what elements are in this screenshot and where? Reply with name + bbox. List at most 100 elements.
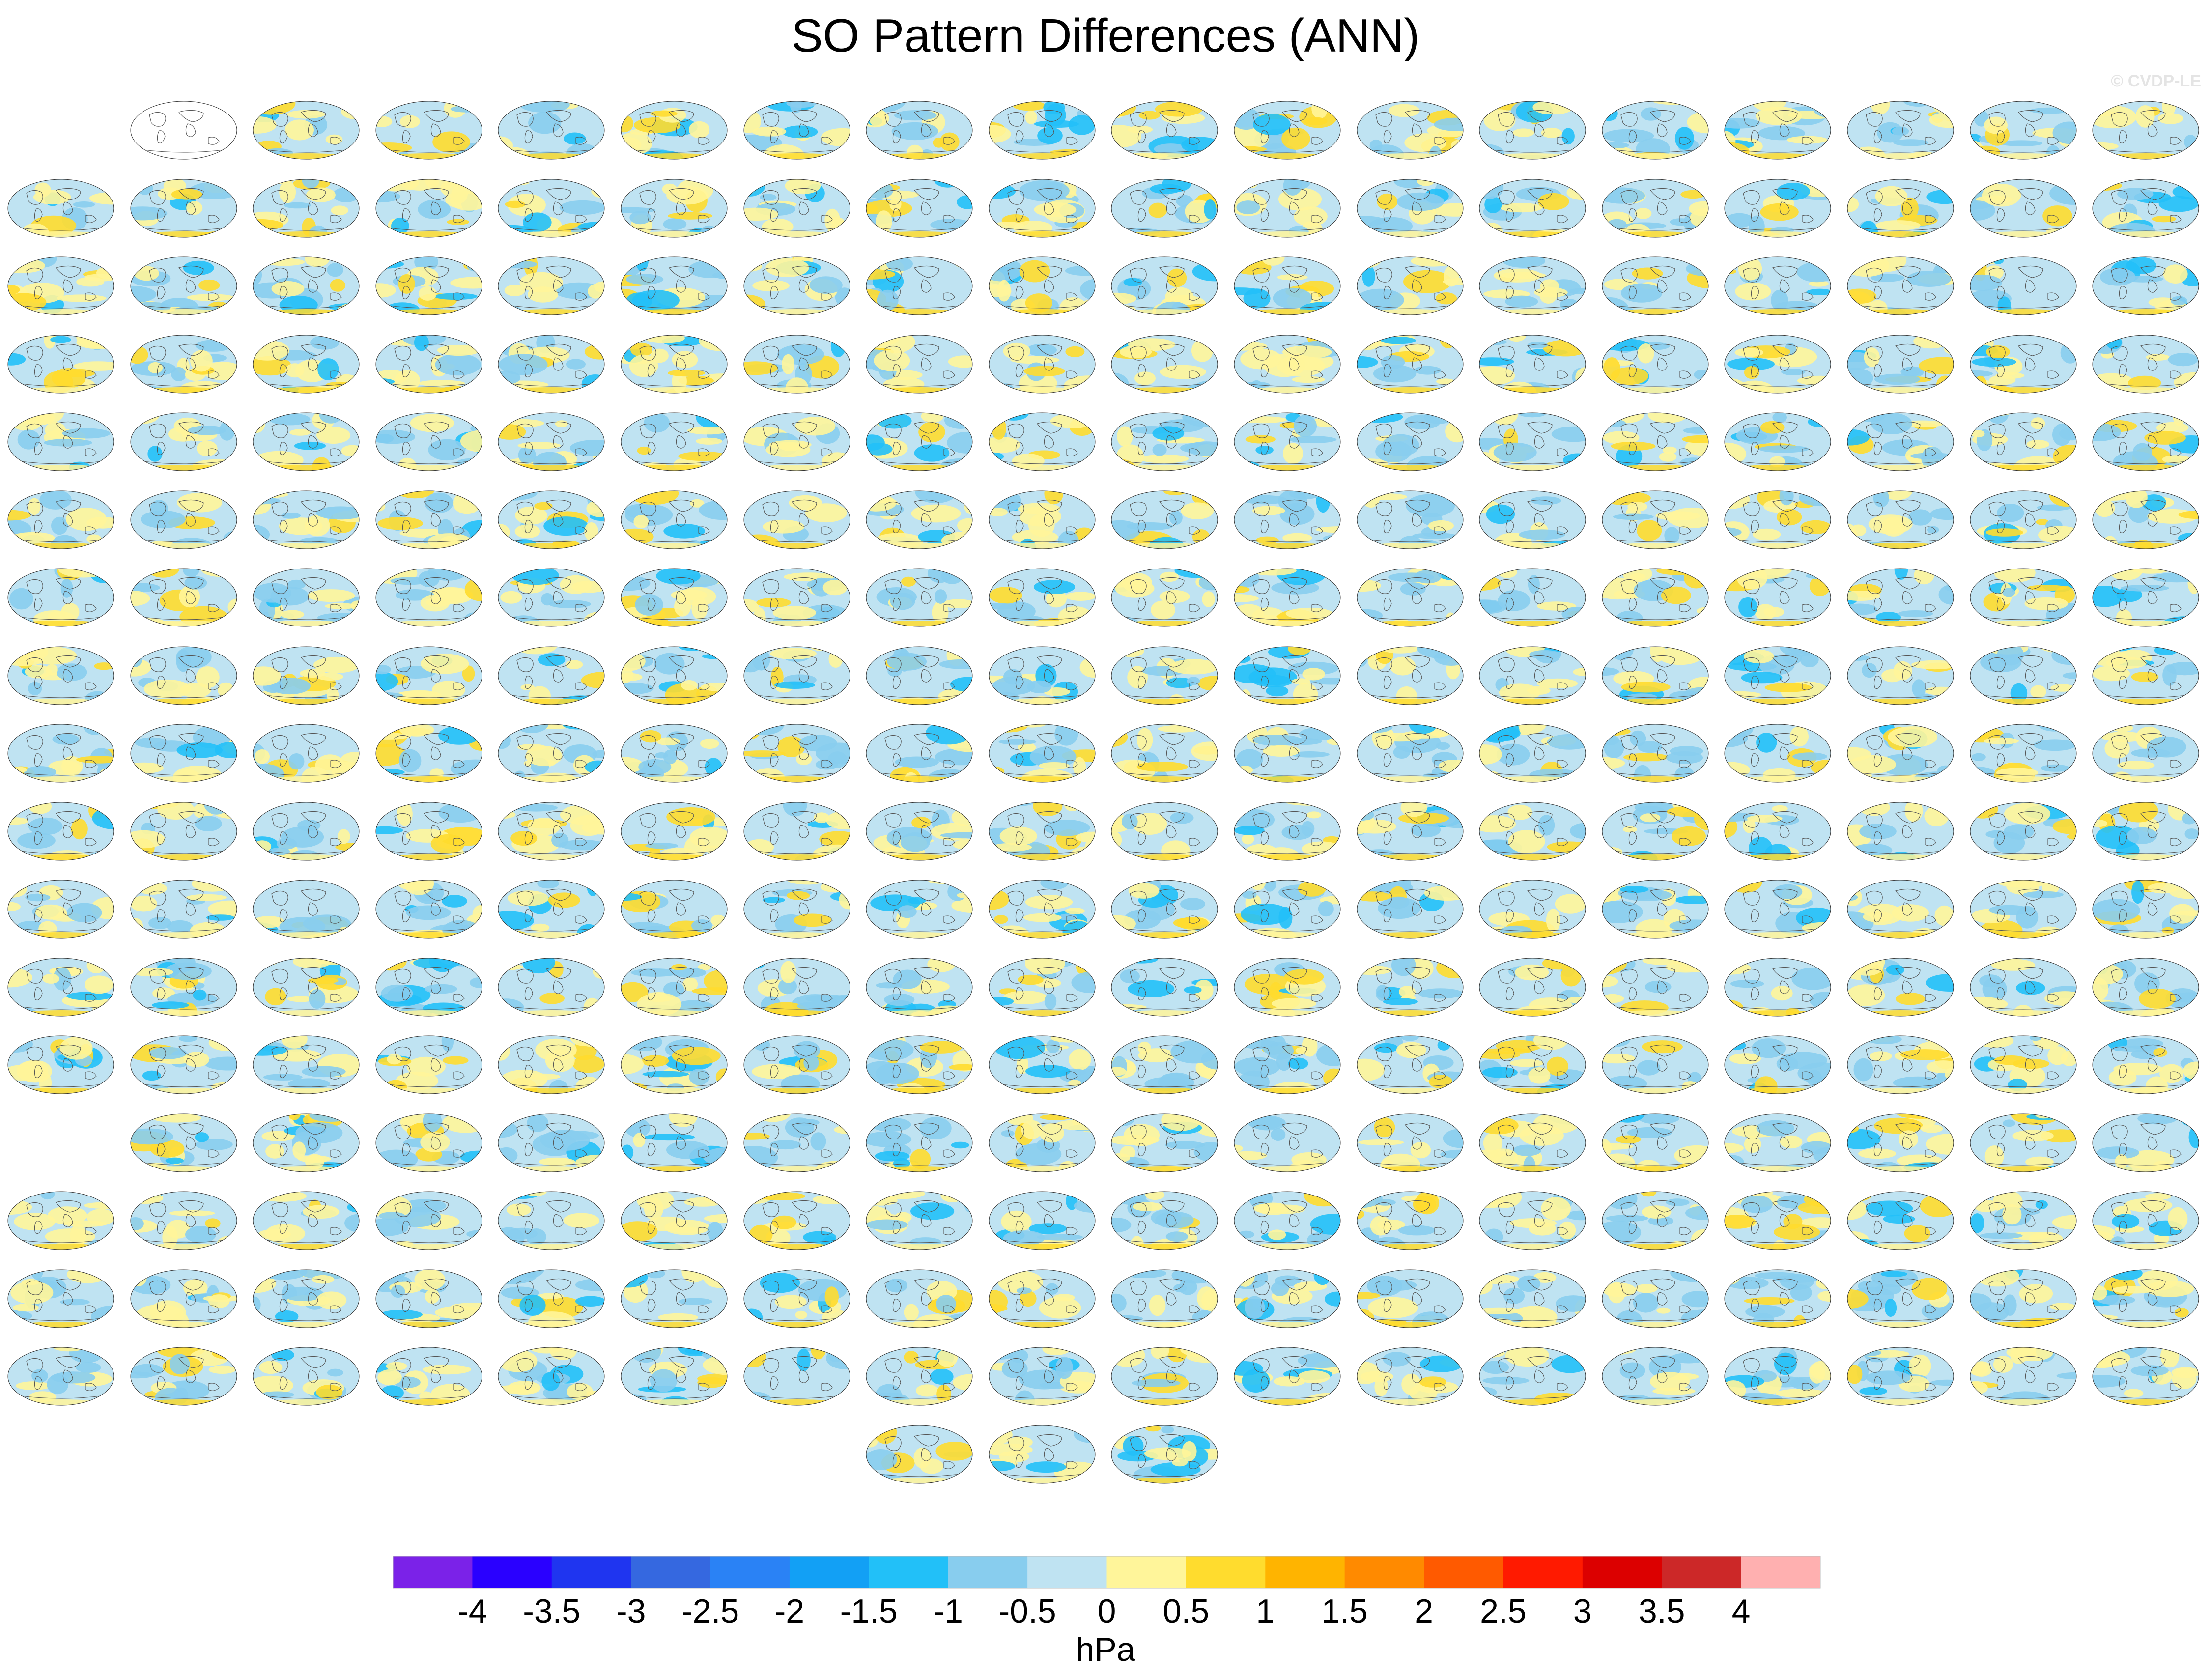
world-map: [621, 1113, 728, 1172]
map-panel: [1233, 405, 1347, 474]
world-map: [498, 802, 605, 860]
world-map: [1479, 958, 1586, 1016]
world-map: [1602, 412, 1709, 471]
world-map: [1724, 646, 1831, 705]
map-panel: [7, 1028, 121, 1097]
world-map: [621, 724, 728, 783]
map-panel: [743, 1106, 857, 1175]
map-panel: [1233, 639, 1347, 708]
colorbar-swatch: [869, 1556, 949, 1588]
map-panel: [1478, 639, 1592, 708]
world-map: [2092, 101, 2199, 160]
map-panel: [2092, 872, 2206, 941]
world-map: [1724, 568, 1831, 627]
map-panel: [130, 795, 244, 863]
map-panel: [375, 483, 489, 552]
map-panel: [988, 405, 1102, 474]
world-map: [1479, 1035, 1586, 1094]
world-map: [1602, 1035, 1709, 1094]
map-panel: [1110, 561, 1224, 629]
world-map: [1602, 802, 1709, 860]
map-panel: [1724, 950, 1838, 1019]
colorbar-swatch: [551, 1556, 631, 1588]
colorbar-tick-label: 1: [1256, 1593, 1275, 1630]
world-map: [743, 958, 850, 1016]
world-map: [1111, 490, 1218, 549]
map-panel: [130, 639, 244, 708]
map-panel: [130, 93, 244, 162]
world-map: [375, 179, 482, 237]
map-panel: [252, 716, 366, 785]
world-map: [1111, 412, 1218, 471]
world-map: [743, 1035, 850, 1094]
world-map: [130, 1113, 237, 1172]
world-map: [375, 1113, 482, 1172]
map-panel: [7, 327, 121, 396]
map-panel: [865, 950, 979, 1019]
map-panel: [1110, 171, 1224, 240]
world-map: [253, 646, 360, 705]
map-panel: [988, 93, 1102, 162]
map-panel: [865, 639, 979, 708]
world-map: [253, 101, 360, 160]
map-panel: [7, 950, 121, 1019]
world-map: [989, 412, 1096, 471]
world-map: [375, 958, 482, 1016]
world-map: [1234, 256, 1341, 315]
world-map: [1602, 646, 1709, 705]
map-panel: [1356, 872, 1470, 941]
map-panel: [1969, 483, 2083, 552]
map-panel: [1233, 716, 1347, 785]
world-map: [1970, 724, 2077, 783]
map-panel: [1233, 1028, 1347, 1097]
map-panel: [620, 483, 734, 552]
map-panel: [743, 639, 857, 708]
map-panel: [1724, 93, 1838, 162]
colorbar-swatch: [789, 1556, 869, 1588]
colorbar-swatch: [1424, 1556, 1503, 1588]
map-panel: [988, 327, 1102, 396]
map-panel: [2092, 93, 2206, 162]
world-map: [7, 568, 114, 627]
map-panel: [865, 716, 979, 785]
map-panel: [1969, 171, 2083, 240]
map-panel: [1724, 1028, 1838, 1097]
world-map: [1479, 802, 1586, 860]
world-map: [253, 802, 360, 860]
map-panel: [1233, 327, 1347, 396]
map-panel: [865, 1106, 979, 1175]
world-map: [743, 179, 850, 237]
world-map: [130, 256, 237, 315]
map-panel: [865, 93, 979, 162]
map-panel: [130, 171, 244, 240]
map-panel: [375, 171, 489, 240]
map-panel: [1478, 249, 1592, 318]
colorbar-swatch: [948, 1556, 1028, 1588]
world-map: [7, 646, 114, 705]
world-map: [866, 490, 973, 549]
world-map: [1111, 646, 1218, 705]
world-map: [253, 179, 360, 237]
world-map: [866, 256, 973, 315]
colorbar-swatch: [1503, 1556, 1583, 1588]
world-map: [866, 179, 973, 237]
map-panel: [988, 1028, 1102, 1097]
map-panel: [497, 249, 611, 318]
world-map: [1111, 724, 1218, 783]
colorbar-tick-label: 1.5: [1321, 1593, 1368, 1630]
map-panel: [1969, 93, 2083, 162]
world-map: [989, 724, 1096, 783]
map-panel: [620, 950, 734, 1019]
map-panel: [497, 327, 611, 396]
world-map: [1970, 802, 2077, 860]
map-panel: [620, 93, 734, 162]
world-map: [253, 724, 360, 783]
world-map: [866, 101, 973, 160]
world-map: [1970, 256, 2077, 315]
world-map: [1847, 1035, 1954, 1094]
world-map: [1970, 880, 2077, 939]
map-panel: [252, 950, 366, 1019]
map-panel: [497, 950, 611, 1019]
map-panel: [1233, 171, 1347, 240]
map-panel: [497, 1106, 611, 1175]
